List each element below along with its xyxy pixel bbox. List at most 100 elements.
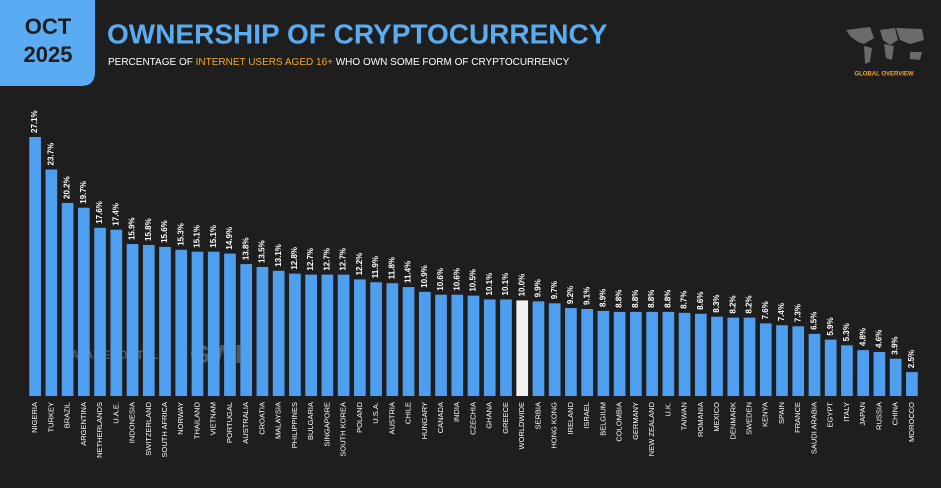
subtitle: PERCENTAGE OF INTERNET USERS AGED 16+ WH… [108,57,570,68]
x-tick-label: FRANCE [793,402,802,433]
bar [889,358,902,396]
bar [613,311,626,396]
x-tick-label: SOUTH AFRICA [160,402,169,457]
value-label: 5.3% [842,323,851,341]
value-label: 10.5% [469,269,478,292]
x-tick-label: U.A.E. [111,402,120,424]
bar [29,137,41,396]
x-tick-label: ROMANIA [696,402,705,437]
bar [532,301,545,396]
bar [516,300,529,396]
value-label: 7.3% [793,304,802,322]
value-label: 11.4% [404,261,413,283]
x-tick-label: GHANA [485,402,494,429]
value-label: 13.8% [241,237,250,260]
world-map-icon [846,27,924,64]
value-label: 11.9% [371,256,380,278]
value-label: 8.6% [696,292,705,310]
x-tick-label: INDIA [452,402,461,422]
bar [272,270,285,396]
bar [565,308,577,396]
bar [159,246,171,396]
x-tick-label: EGYPT [826,402,835,428]
badge-text: GLOBAL OVERVIEW [854,72,913,78]
value-label: 4.6% [875,330,884,348]
bar [110,229,123,396]
value-label: 9.7% [550,281,559,299]
x-tick-label: DENMARK [728,402,737,440]
bar [467,295,480,396]
value-label: 3.9% [891,336,900,354]
bar [906,372,918,396]
bar [45,169,58,396]
value-label: 6.5% [810,312,819,330]
value-label: 8.2% [745,295,754,313]
chart-title: OWNERSHIP OF CRYPTOCURRENCY [107,18,608,49]
bar [678,312,691,396]
date-badge [0,0,95,86]
x-tick-label: GERMANY [631,402,640,440]
bar [354,279,366,396]
value-label: 8.3% [712,294,721,312]
bar [77,207,90,396]
value-label: 15.8% [144,218,153,241]
subtitle-start: PERCENTAGE OF [108,57,196,68]
value-label: 10.6% [452,268,461,291]
x-tick-label: CANADA [436,402,445,433]
x-tick-label: JAPAN [858,402,867,426]
bar [337,274,350,396]
x-tick-label: WORLDWIDE [517,402,526,450]
x-tick-label: U.K. [663,402,672,417]
bar [305,274,317,396]
bar [548,303,561,396]
x-tick-label: NIGERIA [30,402,39,433]
plot: 27.1% NIGERIA 23.7% TURKEY 20.2% BRAZIL 19.7% A… [29,110,918,458]
bar [386,283,399,396]
bar [418,291,431,396]
x-tick-label: CHILE [404,402,413,424]
bar [175,249,188,396]
bar [483,299,496,396]
bar [694,313,707,396]
value-label: 20.2% [63,176,72,199]
value-label: 12.7% [322,248,331,271]
x-tick-label: THAILAND [192,401,201,439]
x-tick-label: SINGAPORE [322,402,331,447]
value-label: 8.8% [631,290,640,308]
value-label: 8.2% [728,295,737,313]
x-tick-label: BELGIUM [598,402,607,436]
value-label: 5.9% [826,317,835,335]
value-label: 10.9% [420,265,429,288]
value-label: 8.7% [680,291,689,309]
bar [224,253,236,396]
bar [289,273,301,396]
bar [841,345,853,396]
bar [435,294,447,396]
x-tick-label: RUSSIA [874,402,883,430]
value-label: 12.7% [339,248,348,271]
value-label: 8.8% [647,290,656,308]
x-tick-label: ITALY [842,402,851,422]
x-tick-label: AUSTRIA [387,402,396,435]
value-label: 10.1% [485,273,494,296]
x-tick-label: AUSTRALIA [241,402,250,444]
bar [824,339,837,396]
x-tick-label: PORTUGAL [225,402,234,443]
value-label: 15.9% [128,217,137,240]
value-label: 23.7% [46,143,55,166]
bar [857,350,870,396]
x-tick-label: BULGARIA [306,402,315,440]
bar [61,202,74,396]
value-label: 12.7% [306,248,315,271]
value-label: 11.8% [387,257,396,279]
x-tick-label: IRELAND [566,401,575,434]
bar [402,287,415,396]
value-label: 10.1% [501,273,510,296]
value-label: 7.4% [777,303,786,321]
bar [500,299,512,396]
bar [597,310,610,396]
bar [776,325,788,396]
value-label: 19.7% [79,181,88,204]
